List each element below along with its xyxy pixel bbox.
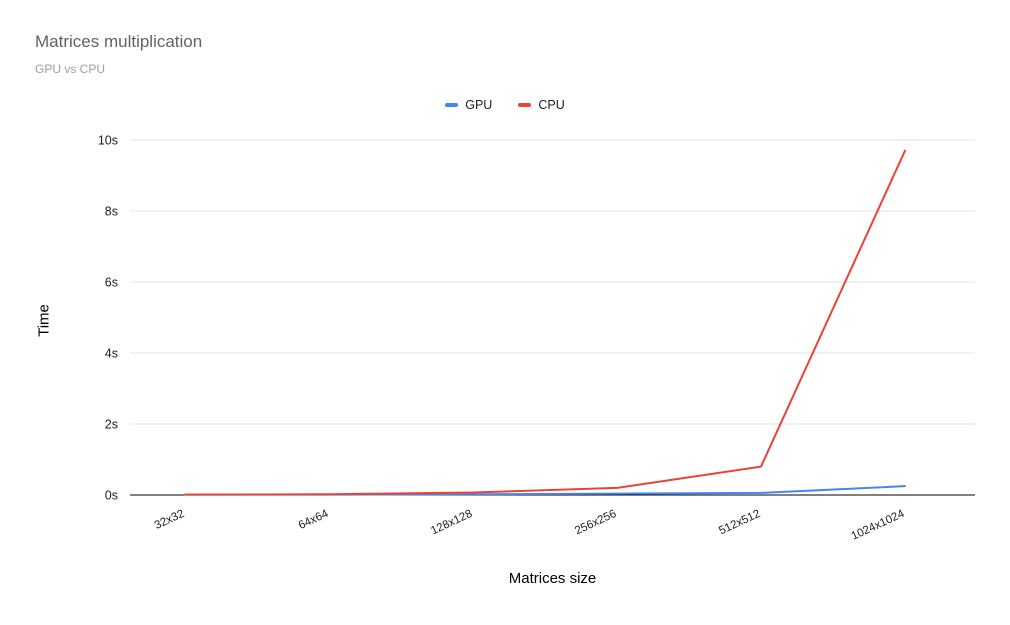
legend-label-cpu: CPU (538, 98, 565, 112)
cpu-series-swatch-icon (518, 103, 532, 107)
x-tick-label: 32x32 (153, 508, 186, 532)
gpu-series-swatch-icon (445, 103, 459, 107)
y-axis-title: Time (35, 304, 53, 337)
chart-title: Matrices multiplication (35, 32, 203, 51)
y-tick-label: 10s (98, 134, 118, 148)
legend-item-cpu[interactable]: CPU (518, 98, 565, 112)
legend: GPU CPU (0, 98, 1010, 112)
x-tick-label: 256x256 (573, 508, 618, 538)
legend-label-gpu: GPU (465, 98, 493, 112)
y-tick-label: 2s (105, 418, 118, 432)
x-tick-label: 512x512 (717, 508, 762, 538)
y-tick-label: 0s (105, 489, 118, 503)
x-tick-label: 128x128 (429, 508, 474, 538)
x-tick-label: 64x64 (297, 508, 331, 532)
y-tick-label: 6s (105, 276, 118, 290)
y-tick-label: 4s (105, 347, 118, 361)
y-tick-label: 8s (105, 205, 118, 219)
cpu-line (184, 149, 906, 496)
x-axis-title: Matrices size (508, 570, 597, 587)
legend-item-gpu[interactable]: GPU (445, 98, 492, 112)
chart-subtitle: GPU vs CPU (35, 62, 106, 76)
x-tick-label: 1024x1024 (850, 508, 907, 543)
